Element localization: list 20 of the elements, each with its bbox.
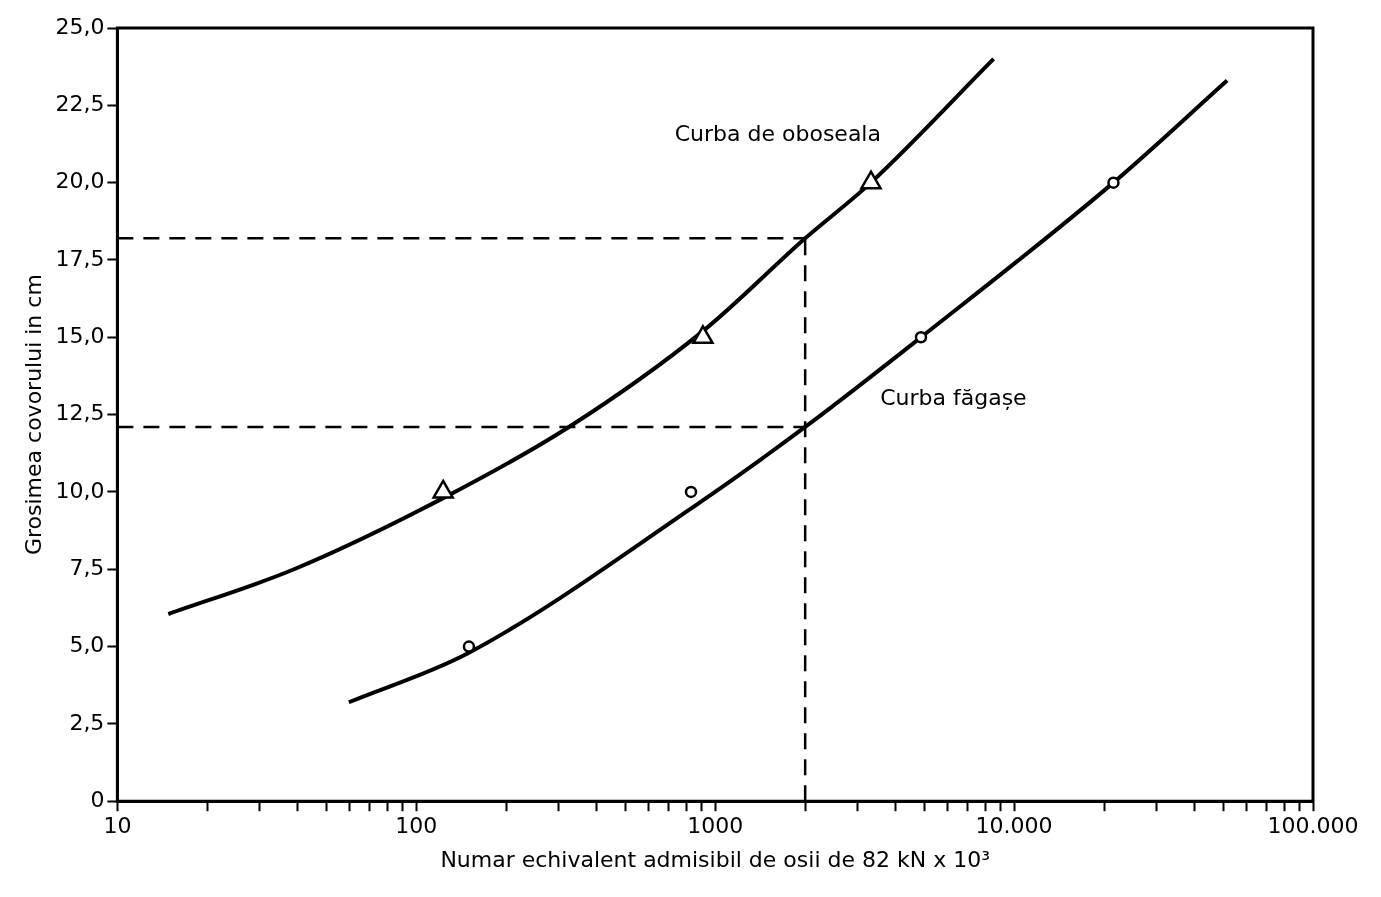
y-tick-label: 12,5: [55, 400, 105, 426]
x-axis-title: Numar echivalent admisibil de osii de 82 kN x 10³: [440, 846, 990, 872]
x-tick-label: 1000: [687, 813, 744, 839]
y-tick-label: 22,5: [55, 91, 105, 117]
y-tick-label: 25,0: [55, 13, 105, 39]
y-tick-label: 17,5: [55, 245, 105, 271]
y-tick-label: 7,5: [69, 554, 105, 580]
y-axis-title: Grosimea covorului in cm: [20, 274, 46, 556]
x-tick-label: 100.000: [1267, 813, 1359, 839]
y-tick-label: 5,0: [69, 632, 105, 658]
y-tick-label: 15,0: [55, 323, 105, 348]
x-tick-label: 10: [103, 813, 132, 839]
y-tick-label: 20,0: [55, 168, 105, 194]
x-tick-label: 10.000: [975, 813, 1053, 839]
series-label: Curba făgașe: [880, 384, 1027, 410]
series-label: Curba de oboseala: [674, 120, 881, 146]
y-tick-label: 10,0: [55, 477, 105, 503]
x-tick-label: 100: [395, 813, 438, 839]
y-tick-label: 2,5: [69, 709, 105, 735]
y-tick-label: 0: [90, 786, 105, 812]
